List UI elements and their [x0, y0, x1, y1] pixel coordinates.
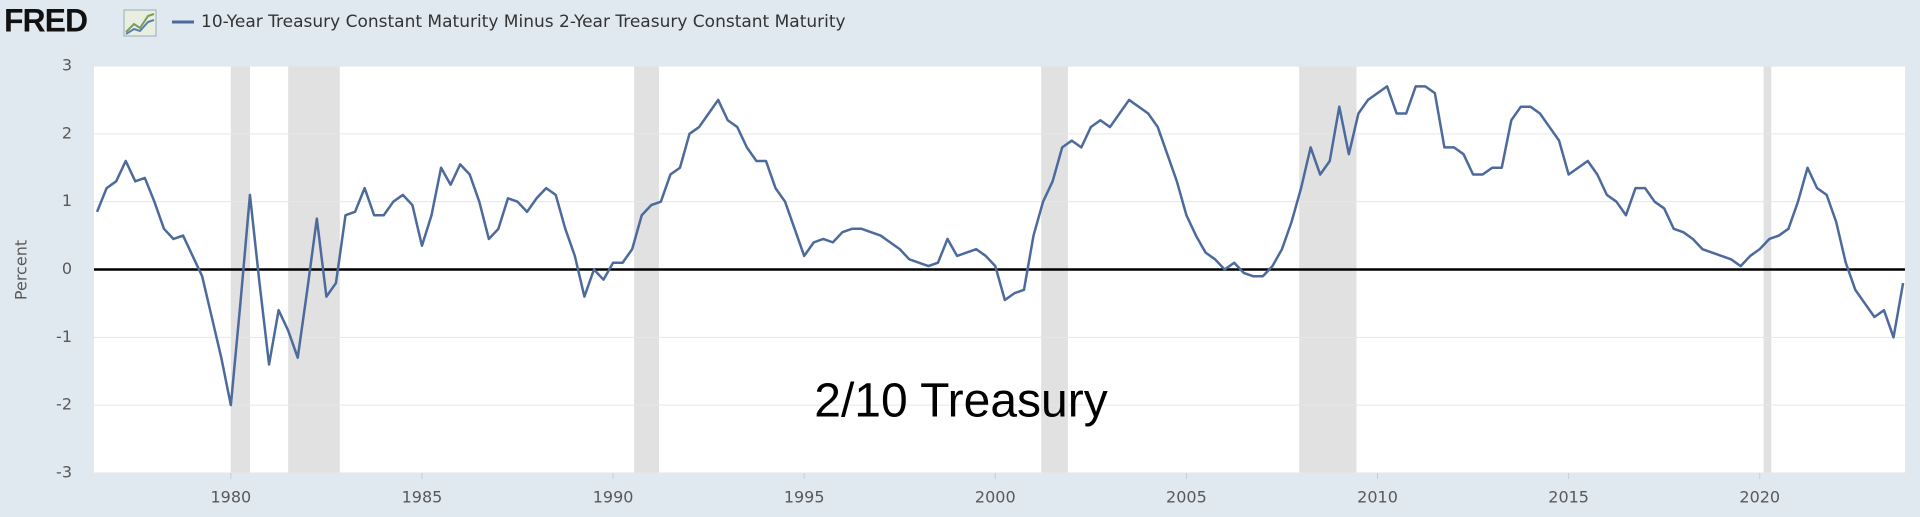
- y-tick-label: -2: [56, 395, 72, 414]
- data-line: [95, 85, 1905, 407]
- x-tick-label: 2020: [1739, 488, 1780, 507]
- logo: FRED: [4, 2, 87, 38]
- x-tick-label: 2010: [1357, 488, 1398, 507]
- y-tick-label: 3: [62, 56, 72, 75]
- annotation: 2/10 Treasury: [814, 375, 1107, 428]
- x-tick-label: 1995: [784, 488, 825, 507]
- y-tick-label: 2: [62, 123, 72, 142]
- y-tick-label: 0: [62, 259, 72, 278]
- y-tick-label: -1: [56, 327, 72, 346]
- y-tick-label: 1: [62, 191, 72, 210]
- x-tick-label: 1990: [593, 488, 634, 507]
- y-axis-label: Percent: [12, 240, 31, 300]
- x-tick-label: 2015: [1548, 488, 1589, 507]
- x-tick-label: 2005: [1166, 488, 1207, 507]
- y-tick-label: -3: [56, 463, 72, 482]
- x-tick-label: 1980: [210, 488, 251, 507]
- x-tick-label: 1985: [402, 488, 443, 507]
- x-tick-label: 2000: [975, 488, 1016, 507]
- logo-icon: [123, 9, 157, 37]
- legend-label: 10-Year Treasury Constant Maturity Minus…: [201, 12, 846, 32]
